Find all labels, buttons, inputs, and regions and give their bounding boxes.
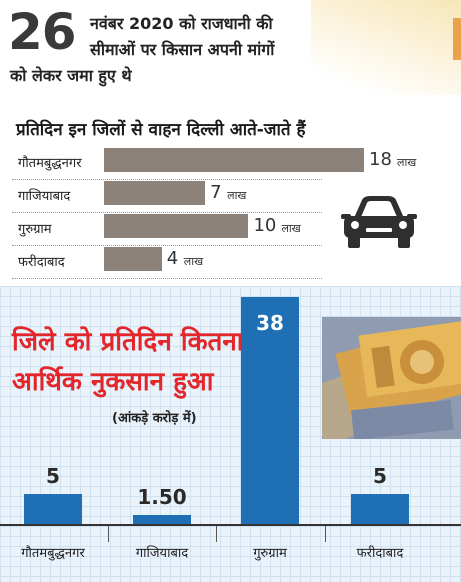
- intro-line-1: नवंबर 2020 को राजधानी की: [90, 14, 273, 33]
- loss-bar: [241, 297, 299, 524]
- currency-notes-icon: [322, 317, 461, 439]
- loss-axis-tick: [325, 526, 326, 542]
- vehicle-category-label: गुरुग्राम: [18, 222, 52, 237]
- vehicle-unit-label: लाख: [183, 255, 204, 268]
- vehicle-value-label: 10: [253, 215, 277, 236]
- vehicle-row-divider: [12, 179, 322, 180]
- loss-bar: [133, 515, 191, 524]
- intro-line-3: को लेकर जमा हुए थे: [10, 66, 132, 85]
- loss-axis-tick: [216, 526, 217, 542]
- vehicle-bar-chart: गौतमबुद्धनगर 18 लाख गाजियाबाद 7 लाख गुरुग्राम 1…: [0, 144, 461, 286]
- loss-category-label: गाजियाबाद: [135, 546, 189, 561]
- loss-title-line-1: जिले को प्रतिदिन कितना: [12, 327, 244, 357]
- vehicle-value-label: 4: [166, 248, 179, 269]
- vehicle-row-divider: [12, 212, 322, 213]
- loss-chart-baseline: [0, 524, 461, 526]
- loss-category-label: गुरुग्राम: [253, 546, 287, 561]
- edge-mark: [453, 18, 461, 60]
- vehicle-category-label: गौतमबुद्धनगर: [18, 156, 82, 171]
- loss-axis-tick: [108, 526, 109, 542]
- loss-value-label: 5: [46, 464, 60, 489]
- vehicle-category-label: गाजियाबाद: [18, 189, 71, 204]
- loss-bar: [24, 494, 82, 524]
- vehicle-panel: [0, 0, 461, 286]
- vehicle-bar: [104, 181, 206, 205]
- loss-bar: [351, 494, 409, 524]
- vehicle-chart-title: प्रतिदिन इन जिलों से वाहन दिल्ली आते-जात…: [16, 120, 306, 140]
- vehicle-row-divider: [12, 278, 322, 279]
- vehicle-value-label: 18: [369, 149, 392, 170]
- loss-category-label: गौतमबुद्धनगर: [21, 546, 85, 561]
- loss-unit-note: (आंकड़े करोड़ में): [112, 411, 197, 426]
- vehicle-value-label: 7: [210, 182, 222, 203]
- vehicle-unit-label: लाख: [227, 189, 247, 202]
- loss-category-label: फरीदाबाद: [356, 546, 404, 561]
- vehicle-bar: [104, 247, 162, 271]
- vehicle-unit-label: लाख: [281, 222, 301, 235]
- vehicle-row-divider: [12, 245, 322, 246]
- loss-value-label: 5: [373, 464, 387, 489]
- vehicle-bar: [104, 148, 364, 172]
- intro-day-number: 26: [8, 3, 77, 61]
- vehicle-bar: [104, 214, 249, 238]
- car-icon: [341, 196, 417, 248]
- intro-line-2: सीमाओं पर किसान अपनी मांगों: [90, 40, 275, 59]
- loss-value-label: 38: [256, 311, 284, 335]
- vehicle-category-label: फरीदाबाद: [18, 255, 65, 270]
- loss-title-line-2: आर्थिक नुकसान हुआ: [12, 367, 214, 397]
- vehicle-unit-label: लाख: [397, 156, 417, 169]
- loss-value-label: 1.50: [137, 485, 187, 510]
